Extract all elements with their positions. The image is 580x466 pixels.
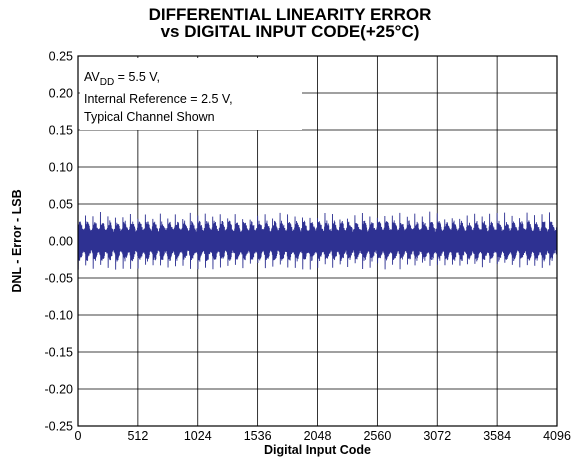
y-tick-label-0: 0.25 <box>49 50 73 64</box>
x-tick-label-4: 2048 <box>304 429 332 443</box>
x-tick-label-0: 0 <box>75 429 82 443</box>
x-axis-label: Digital Input Code <box>264 443 371 457</box>
annotation-av: AV <box>84 70 100 84</box>
x-tick-label-8: 4096 <box>543 429 571 443</box>
y-tick-label-2: 0.15 <box>49 124 73 138</box>
x-tick-label-1: 512 <box>127 429 148 443</box>
x-tick-label-7: 3584 <box>483 429 511 443</box>
y-tick-label-8: -0.15 <box>45 346 74 360</box>
dnl-series-line <box>77 211 558 270</box>
x-tick-label-6: 3072 <box>423 429 451 443</box>
y-tick-label-1: 0.20 <box>49 87 73 101</box>
annotation-line-3: Typical Channel Shown <box>84 110 215 124</box>
annotation-line-1: AVDD = 5.5 V, <box>84 70 160 88</box>
y-tick-label-7: -0.10 <box>45 309 74 323</box>
y-tick-label-6: -0.05 <box>45 272 74 286</box>
annotation-dd-subscript: DD <box>100 77 114 88</box>
annotation-av-value: = 5.5 V, <box>114 70 160 84</box>
y-tick-label-9: -0.20 <box>45 383 74 397</box>
chart-title-line-1: DIFFERENTIAL LINEARITY ERROR <box>148 5 432 24</box>
y-tick-label-10: -0.25 <box>45 420 74 434</box>
chart-title-line-2: vs DIGITAL INPUT CODE(+25°C) <box>160 22 420 41</box>
y-tick-label-3: 0.10 <box>49 161 73 175</box>
y-tick-label-4: 0.05 <box>49 198 73 212</box>
x-tick-label-5: 2560 <box>363 429 391 443</box>
annotation-line-2: Internal Reference = 2.5 V, <box>84 92 233 106</box>
x-tick-labels: 0 512 1024 1536 2048 2560 3072 3584 4096 <box>75 429 571 443</box>
y-axis-label: DNL - Error - LSB <box>10 189 24 292</box>
dnl-trace <box>77 211 558 270</box>
annotation-background <box>80 58 302 130</box>
y-tick-label-5: 0.00 <box>49 235 73 249</box>
y-tick-labels: 0.25 0.20 0.15 0.10 0.05 0.00 -0.05 -0.10 -0.15 -… <box>45 50 74 434</box>
x-tick-label-2: 1024 <box>184 429 212 443</box>
plot-frame <box>77 55 558 427</box>
x-tick-label-3: 1536 <box>244 429 272 443</box>
